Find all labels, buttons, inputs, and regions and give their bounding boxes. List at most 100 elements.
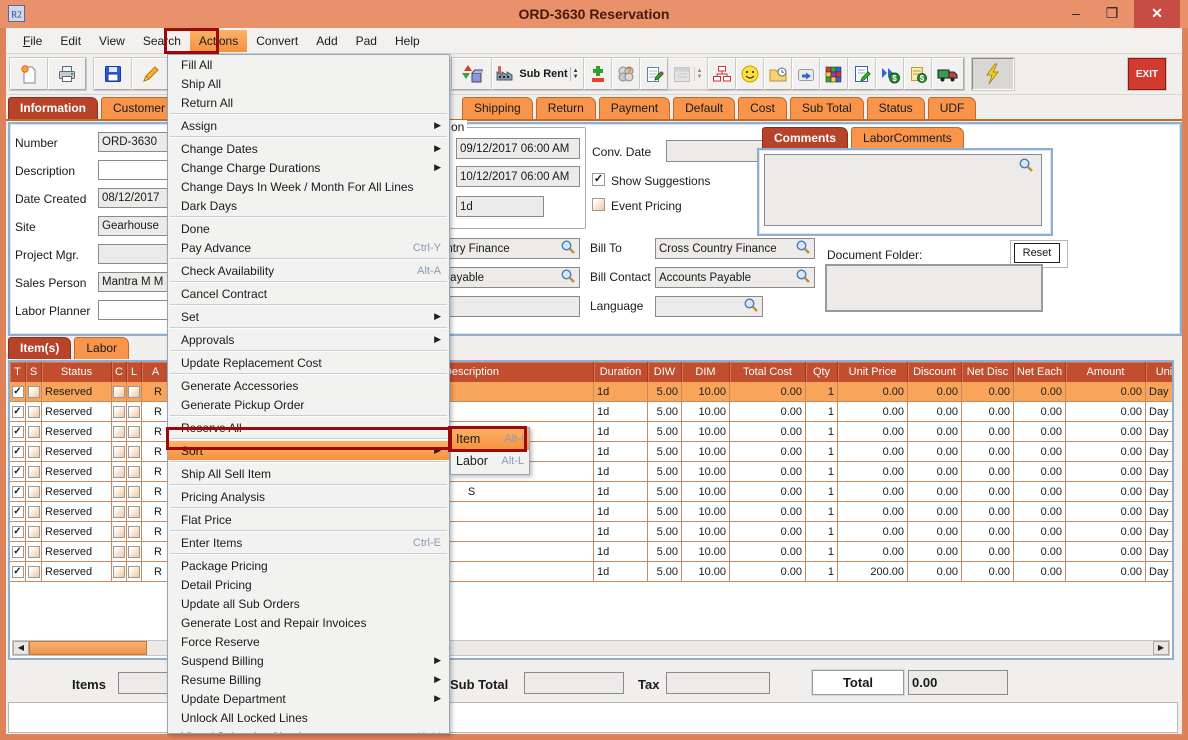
menu-item-generate-lost-and-repair-invoices[interactable]: Generate Lost and Repair Invoices (168, 613, 449, 632)
t-checkbox[interactable]: ✓ (11, 525, 24, 538)
l-checkbox[interactable] (128, 445, 140, 458)
search-icon[interactable] (795, 268, 811, 287)
cell-s[interactable] (26, 502, 42, 521)
t-checkbox[interactable]: ✓ (11, 465, 24, 478)
search-icon[interactable] (795, 239, 811, 258)
s-checkbox[interactable] (27, 485, 40, 498)
cell-c[interactable] (112, 382, 127, 401)
s-checkbox[interactable] (27, 545, 40, 558)
show-suggestions-checkbox[interactable]: ✓ (592, 173, 605, 186)
cell-s[interactable] (26, 522, 42, 541)
tab-udf[interactable]: UDF (927, 97, 977, 119)
menu-item-view-select-lot-number[interactable]: View / Select Lot Number Alt-M (168, 727, 449, 734)
menu-item-change-charge-durations[interactable]: Change Charge Durations ▶ (168, 158, 449, 177)
column-header-net_disc[interactable]: Net Disc (962, 362, 1014, 382)
search-icon[interactable] (1018, 157, 1034, 176)
menu-item-update-department[interactable]: Update Department ▶ (168, 689, 449, 708)
menubar-item-add[interactable]: Add (316, 33, 338, 48)
menu-item-reserve-all[interactable]: Reserve All (168, 418, 449, 437)
conv-date-field[interactable] (666, 140, 766, 162)
menu-item-ship-all-sell-item[interactable]: Ship All Sell Item (168, 464, 449, 483)
c-checkbox[interactable] (113, 445, 125, 458)
s-checkbox[interactable] (27, 425, 40, 438)
menu-item-set[interactable]: Set ▶ (168, 307, 449, 326)
menu-item-update-all-sub-orders[interactable]: Update all Sub Orders (168, 594, 449, 613)
cell-l[interactable] (127, 422, 142, 441)
save-button[interactable] (94, 58, 132, 90)
column-header-duration[interactable]: Duration (594, 362, 648, 382)
circles-question-button[interactable]: ? (612, 58, 640, 90)
cube-arrows-button[interactable] (452, 58, 492, 90)
menu-item-sort[interactable]: Sort ▶ (168, 441, 449, 460)
c-checkbox[interactable] (113, 465, 125, 478)
comments-textarea[interactable] (764, 154, 1042, 226)
c-checkbox[interactable] (113, 565, 125, 578)
cell-c[interactable] (112, 542, 127, 561)
menu-item-fill-all[interactable]: Fill All (168, 55, 449, 74)
cell-t[interactable]: ✓ (10, 462, 26, 481)
cell-l[interactable] (127, 402, 142, 421)
document-folder-field[interactable] (825, 264, 1043, 312)
s-checkbox[interactable] (27, 405, 40, 418)
t-checkbox[interactable]: ✓ (11, 505, 24, 518)
submenu-item-labor[interactable]: Labor Alt-L (451, 450, 529, 472)
column-header-unit_price[interactable]: Unit Price (838, 362, 908, 382)
menu-item-change-days-in-week-month-for-all-lines[interactable]: Change Days In Week / Month For All Line… (168, 177, 449, 196)
cell-l[interactable] (127, 462, 142, 481)
cell-t[interactable]: ✓ (10, 402, 26, 421)
l-checkbox[interactable] (128, 425, 140, 438)
menu-item-generate-pickup-order[interactable]: Generate Pickup Order (168, 395, 449, 414)
language-field[interactable] (655, 296, 763, 317)
scroll-left-button[interactable]: ◀ (13, 641, 29, 655)
keyboard-button[interactable] (792, 58, 820, 90)
tab-comments[interactable]: Comments (762, 127, 849, 149)
l-checkbox[interactable] (128, 525, 140, 538)
column-header-net_each[interactable]: Net Each (1014, 362, 1066, 382)
cell-c[interactable] (112, 522, 127, 541)
cell-c[interactable] (112, 442, 127, 461)
cell-c[interactable] (112, 562, 127, 581)
l-checkbox[interactable] (128, 485, 140, 498)
menubar-item-convert[interactable]: Convert (256, 33, 299, 48)
date-from-field[interactable]: 09/12/2017 06:00 AM (456, 138, 580, 159)
smiley-button[interactable] (736, 58, 764, 90)
cell-l[interactable] (127, 482, 142, 501)
search-icon[interactable] (560, 268, 576, 287)
cell-s[interactable] (26, 562, 42, 581)
s-checkbox[interactable] (27, 525, 40, 538)
maximize-button[interactable]: ❒ (1105, 5, 1119, 21)
cell-c[interactable] (112, 482, 127, 501)
tab-sub-total[interactable]: Sub Total (789, 97, 864, 119)
bill-to-field[interactable]: Cross Country Finance (655, 238, 815, 259)
menu-item-enter-items[interactable]: Enter Items Ctrl-E (168, 533, 449, 552)
c-checkbox[interactable] (113, 505, 125, 518)
l-checkbox[interactable] (128, 385, 140, 398)
cell-l[interactable] (127, 562, 142, 581)
cell-s[interactable] (26, 462, 42, 481)
scrollbar-thumb[interactable] (29, 641, 147, 655)
column-header-status[interactable]: Status (42, 362, 112, 382)
tab-shipping[interactable]: Shipping (462, 97, 533, 119)
c-checkbox[interactable] (113, 405, 125, 418)
event-pricing-checkbox[interactable] (592, 198, 605, 211)
menu-item-force-reserve[interactable]: Force Reserve (168, 632, 449, 651)
calendar-button[interactable]: ▲ ▼ (668, 58, 708, 90)
tab-information[interactable]: Information (8, 97, 98, 119)
menu-item-change-dates[interactable]: Change Dates ▶ (168, 139, 449, 158)
column-header-qty[interactable]: Qty (806, 362, 838, 382)
menu-item-resume-billing[interactable]: Resume Billing ▶ (168, 670, 449, 689)
menubar-item-help[interactable]: Help (394, 33, 420, 48)
column-header-t[interactable]: T (10, 362, 26, 382)
s-checkbox[interactable] (27, 465, 40, 478)
menu-item-package-pricing[interactable]: Package Pricing (168, 556, 449, 575)
menu-item-update-replacement-cost[interactable]: Update Replacement Cost (168, 353, 449, 372)
tab-item-s-[interactable]: Item(s) (8, 337, 72, 359)
bill-contact-field[interactable]: Accounts Payable (655, 267, 815, 288)
cell-s[interactable] (26, 422, 42, 441)
cell-s[interactable] (26, 482, 42, 501)
reset-button[interactable]: Reset (1014, 243, 1060, 263)
cell-c[interactable] (112, 502, 127, 521)
cell-t[interactable]: ✓ (10, 442, 26, 461)
spinner-arrows-icon[interactable]: ▲ ▼ (693, 67, 705, 81)
menu-item-ship-all[interactable]: Ship All (168, 74, 449, 93)
